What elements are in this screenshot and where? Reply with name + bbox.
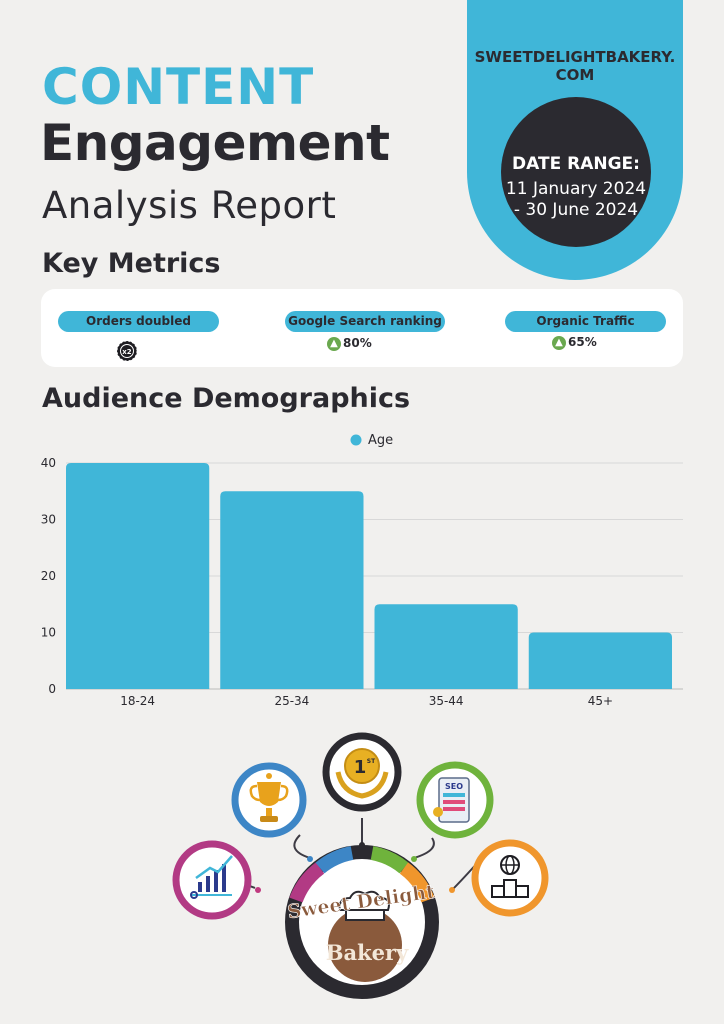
y-tick-label: 10 [41,626,56,640]
brand-name-line2: Bakery [326,940,409,965]
date-range-end: - 30 June 2024 [513,200,639,220]
date-range-value: 11 January 2024 - 30 June 2024 [501,179,651,221]
x-tick-label: 25-34 [274,694,309,708]
rank-number: 1 [354,757,367,778]
date-range-start: 11 January 2024 [505,179,647,199]
date-range-label: DATE RANGE: [512,154,640,174]
metric-organic-value: 65% [568,335,597,349]
audience-demographics-heading: Audience Demographics [42,383,411,414]
title-content: CONTENT [42,58,315,116]
y-tick-label: 0 [48,682,56,696]
first-place-medal-icon: 1 ST [322,732,402,812]
key-metrics-heading: Key Metrics [42,248,221,279]
trophy-icon [231,762,307,838]
x-tick-label: 35-44 [429,694,464,708]
metric-google-label: Google Search ranking [285,311,445,332]
connector-dot [307,856,313,862]
seo-report-icon: SEO [416,761,494,839]
bakery-infographic: 1 ST SEO Sweet Delight Bakery [172,732,549,999]
y-tick-label: 30 [41,513,56,527]
connector-dot [449,887,455,893]
title-analysis-report: Analysis Report [42,184,337,227]
age-bar-chart: 0 10 20 30 40 Age 18-24 25-34 35-44 45+ [41,433,683,708]
date-range-disc: DATE RANGE: 11 January 2024 - 30 June 20… [501,97,651,247]
site-url-line1: SWEETDELIGHTBAKERY. [474,48,676,66]
title-engagement: Engagement [40,114,390,172]
growth-chart-icon [172,840,252,920]
svg-text:x2: x2 [122,348,132,356]
y-tick-label: 20 [41,569,56,583]
bar-18-24 [66,463,210,689]
connector-dot [255,887,261,893]
legend-label: Age [368,433,393,448]
site-url-line2: COM [555,66,595,84]
arrow-up-icon: ▲ [327,336,341,351]
bakery-logo-icon: Sweet Delight Bakery [285,845,439,999]
bar-45+ [528,632,672,689]
metric-organic-value-row: ▲ 65% [552,334,597,350]
connector-dot [411,856,417,862]
arrow-up-icon: ▲ [552,335,566,350]
podium-icon [471,839,549,917]
site-url: SWEETDELIGHTBAKERY. COM [467,48,683,84]
x2-badge-icon: x2 [116,340,138,362]
metric-google-value-row: ▲ 80% [327,335,372,351]
rank-suffix: ST [367,758,376,765]
metric-google-value: 80% [343,336,372,350]
y-tick-label: 40 [41,456,56,470]
bar-35-44 [374,604,518,689]
seo-label: SEO [445,782,463,791]
metric-orders-label: Orders doubled [58,311,219,332]
bar-25-34 [220,491,364,689]
legend-swatch [350,434,362,446]
metric-organic-label: Organic Traffic [505,311,666,332]
x-tick-label: 18-24 [120,694,155,708]
x-tick-label: 45+ [588,694,613,708]
